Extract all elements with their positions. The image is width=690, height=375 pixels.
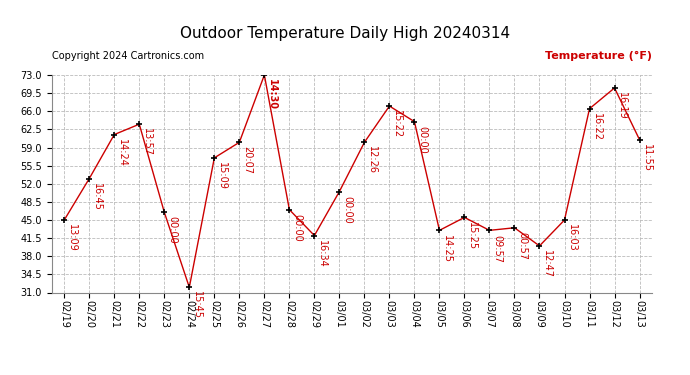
Text: 12:47: 12:47 xyxy=(542,250,552,278)
Text: 14:25: 14:25 xyxy=(442,234,452,262)
Text: 14:30: 14:30 xyxy=(267,79,277,110)
Text: 00:00: 00:00 xyxy=(167,216,177,244)
Text: 13:57: 13:57 xyxy=(142,128,152,156)
Text: 12:26: 12:26 xyxy=(367,147,377,174)
Text: 11:55: 11:55 xyxy=(642,144,652,172)
Text: 14:24: 14:24 xyxy=(117,139,127,166)
Text: 00:00: 00:00 xyxy=(417,126,427,153)
Text: 15:09: 15:09 xyxy=(217,162,227,190)
Text: 16:34: 16:34 xyxy=(317,240,327,267)
Text: 00:00: 00:00 xyxy=(292,214,302,242)
Text: 13:09: 13:09 xyxy=(67,224,77,252)
Text: 15:25: 15:25 xyxy=(467,222,477,250)
Text: 00:57: 00:57 xyxy=(518,232,527,260)
Text: 15:45: 15:45 xyxy=(192,291,202,320)
Text: 15:22: 15:22 xyxy=(392,110,402,138)
Text: 16:22: 16:22 xyxy=(592,113,602,141)
Text: 16:45: 16:45 xyxy=(92,183,102,211)
Text: 16:19: 16:19 xyxy=(618,92,627,120)
Text: Temperature (°F): Temperature (°F) xyxy=(545,51,652,61)
Text: 09:57: 09:57 xyxy=(492,234,502,262)
Text: 00:00: 00:00 xyxy=(342,196,352,223)
Text: 16:03: 16:03 xyxy=(567,224,578,252)
Text: Outdoor Temperature Daily High 20240314: Outdoor Temperature Daily High 20240314 xyxy=(180,26,510,41)
Text: 20:07: 20:07 xyxy=(242,147,252,174)
Text: Copyright 2024 Cartronics.com: Copyright 2024 Cartronics.com xyxy=(52,51,204,61)
